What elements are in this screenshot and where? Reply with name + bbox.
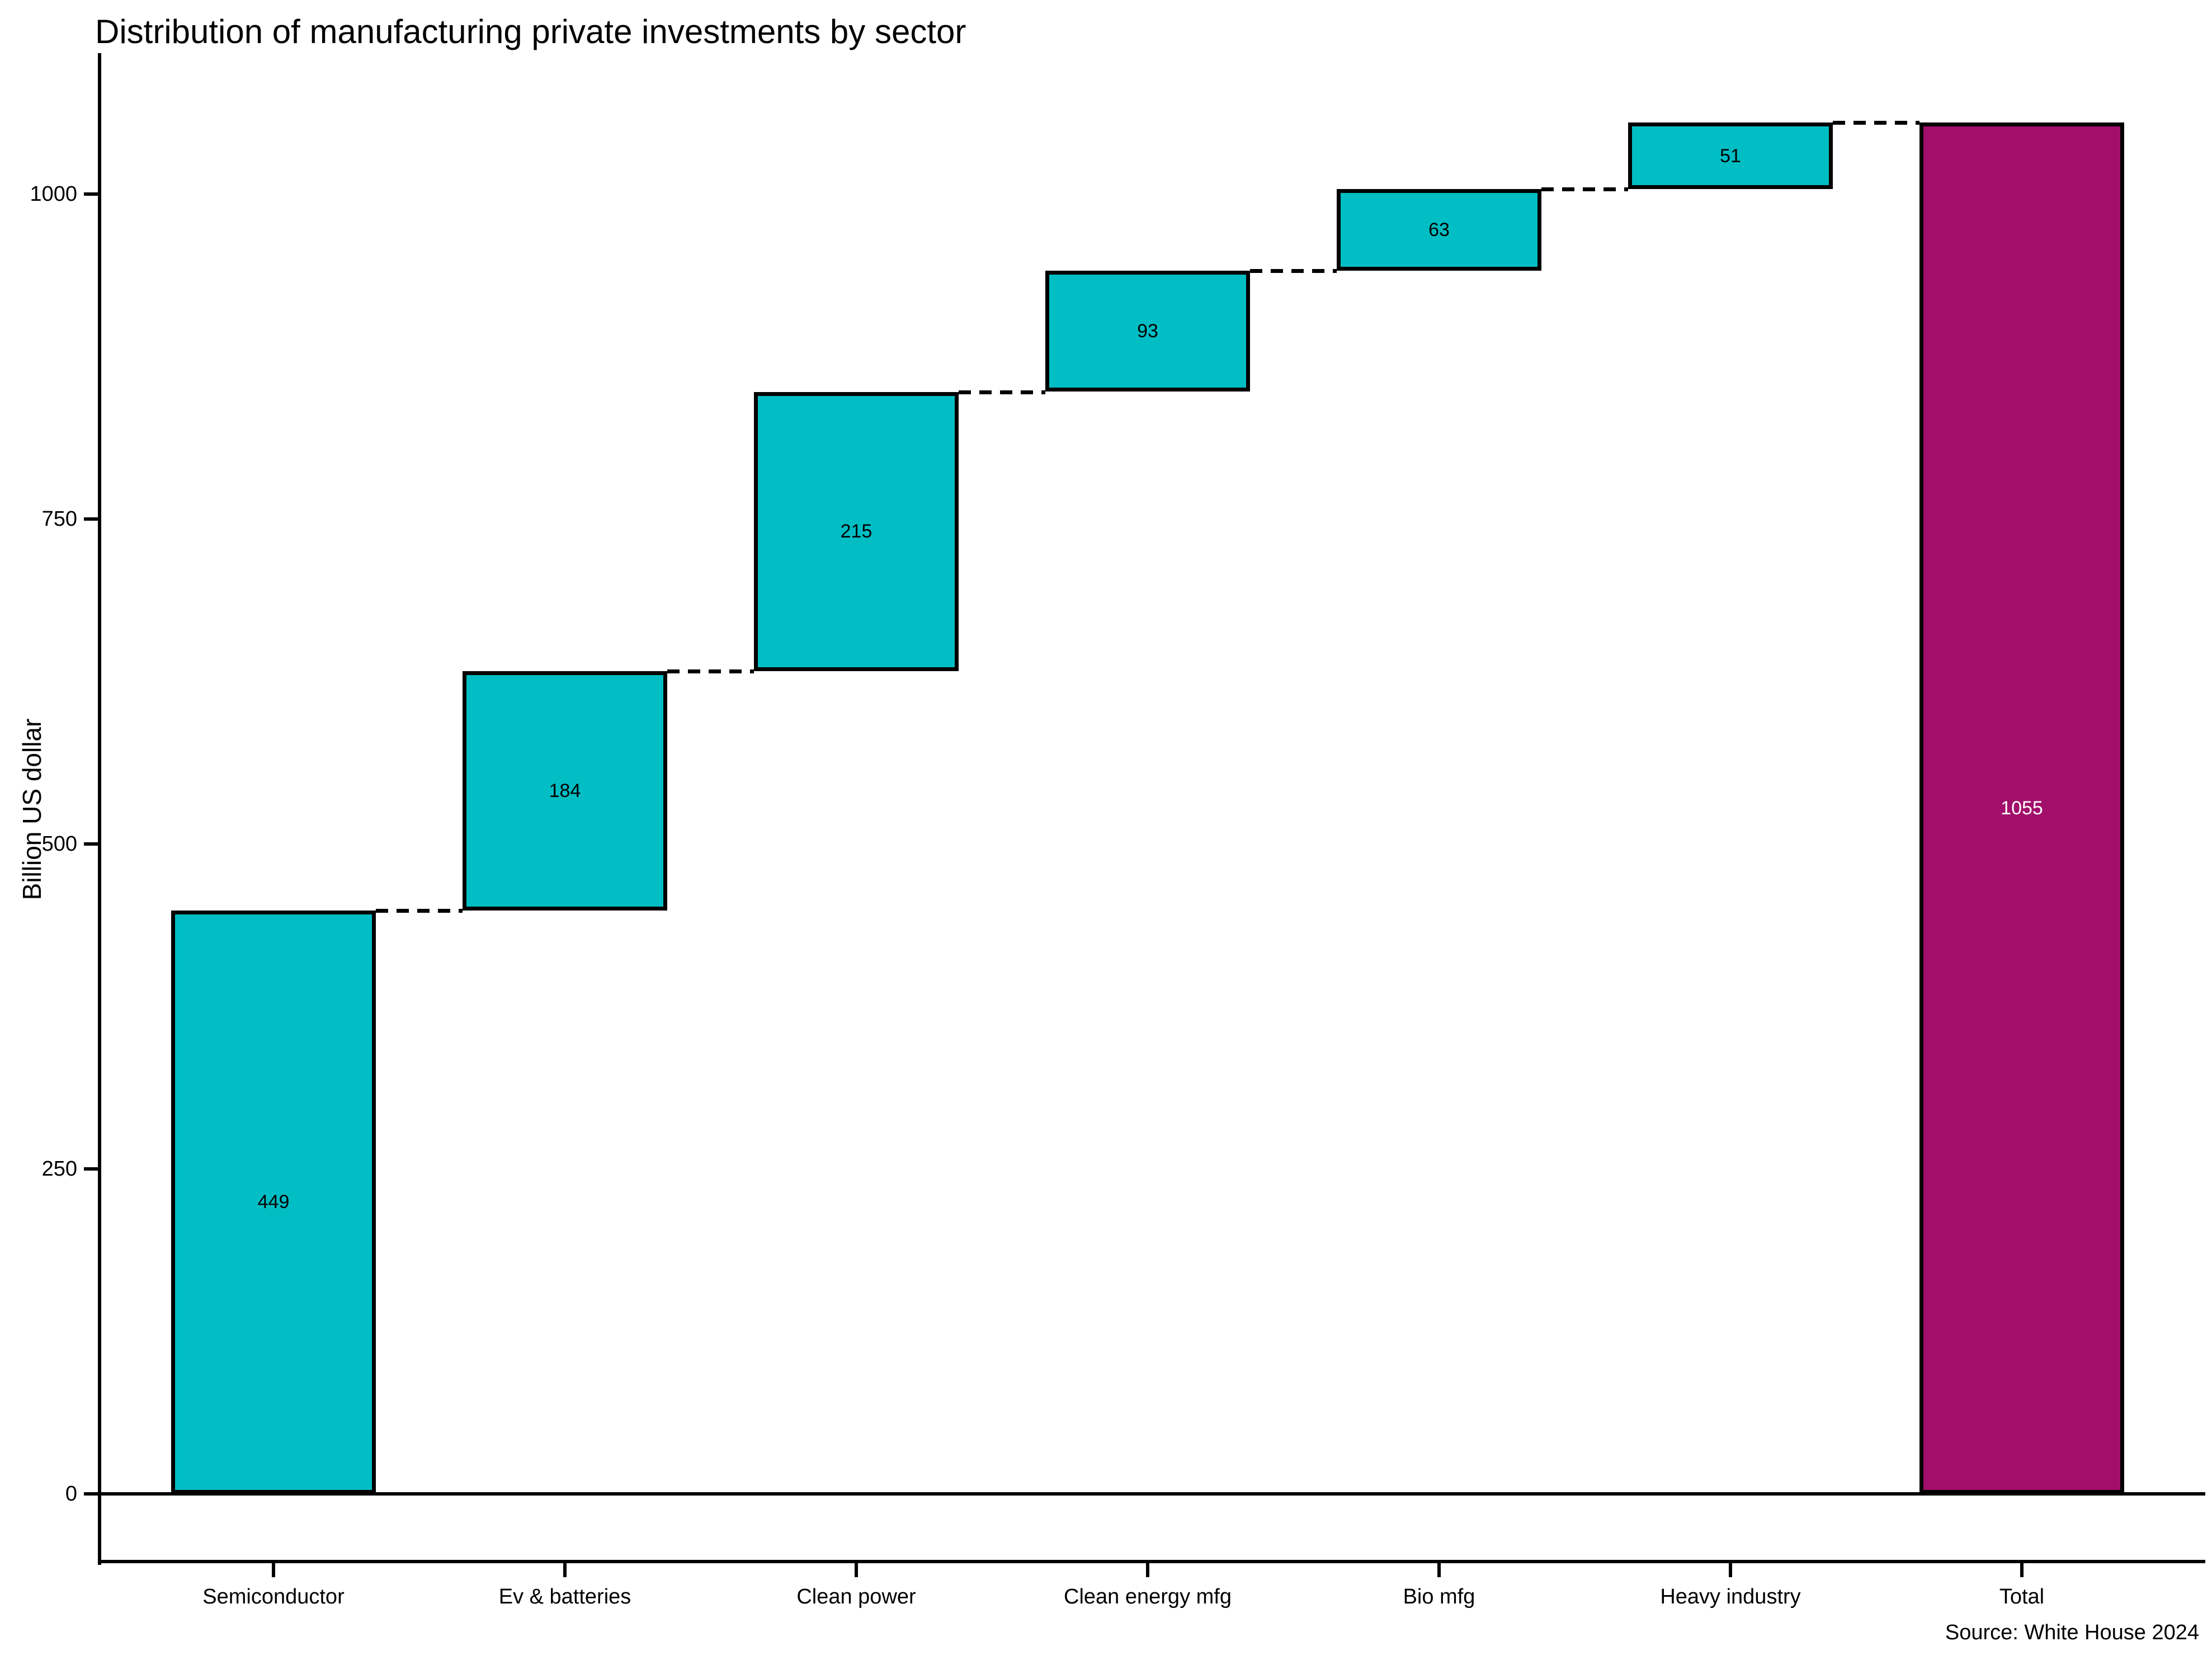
x-axis-category-label: Semiconductor [202,1585,345,1609]
waterfall-bar-semiconductor [171,910,376,1494]
y-axis-tick [84,517,100,521]
x-axis-category-label: Heavy industry [1660,1585,1801,1609]
y-axis-line [98,53,101,1565]
waterfall-connector-dashed-line [667,669,754,674]
x-axis-tick [1146,1562,1149,1577]
y-axis-title: Billion US dollar [17,718,46,900]
x-axis-tick [1729,1562,1732,1577]
y-axis-tick-label: 250 [41,1157,77,1181]
x-axis-category-label: Total [1999,1585,2045,1609]
x-axis-line [98,1560,2205,1563]
bar-value-label: 215 [840,521,872,543]
bar-value-label: 51 [1720,145,1741,167]
waterfall-bar-heavy-industry [1628,122,1833,189]
y-axis-tick [84,842,100,846]
bar-value-label: 449 [257,1191,290,1213]
waterfall-bar-ev-batteries [463,671,667,911]
x-axis-tick [563,1562,567,1577]
waterfall-bar-total [1919,122,2124,1494]
waterfall-bar-bio-mfg [1337,189,1541,271]
y-axis-tick-label: 1000 [30,182,77,206]
bar-value-label: 1055 [2001,798,2043,819]
waterfall-bar-clean-energy-mfg [1045,271,1250,392]
x-axis-tick [855,1562,858,1577]
waterfall-bar-clean-power [754,392,959,672]
x-axis-category-label: Ev & batteries [498,1585,631,1609]
waterfall-connector-dashed-line [1541,187,1628,191]
bar-value-label: 63 [1428,219,1450,241]
y-axis-tick-label: 750 [41,507,77,531]
waterfall-connector-dashed-line [1250,269,1337,273]
bar-value-label: 93 [1137,320,1158,342]
zero-baseline [98,1492,2205,1496]
bar-value-label: 184 [549,780,581,801]
chart-title: Distribution of manufacturing private in… [95,13,966,50]
y-axis-tick [84,1167,100,1171]
y-axis-tick-label: 0 [65,1482,77,1506]
y-axis-tick [84,192,100,196]
source-note: Source: White House 2024 [1945,1621,2199,1644]
y-axis-tick-label: 500 [41,832,77,856]
waterfall-connector-dashed-line [1833,121,1919,125]
x-axis-tick [272,1562,275,1577]
x-axis-tick [2020,1562,2024,1577]
x-axis-category-label: Clean power [796,1585,916,1609]
x-axis-tick [1437,1562,1441,1577]
waterfall-connector-dashed-line [376,908,463,913]
x-axis-category-label: Bio mfg [1403,1585,1475,1609]
x-axis-category-label: Clean energy mfg [1064,1585,1232,1609]
y-axis-tick [84,1492,100,1496]
waterfall-connector-dashed-line [959,390,1045,394]
